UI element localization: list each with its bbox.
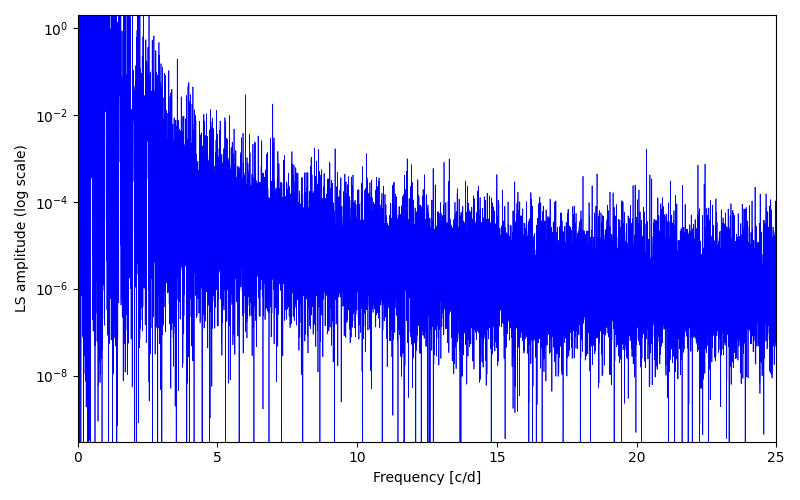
Y-axis label: LS amplitude (log scale): LS amplitude (log scale)	[15, 144, 29, 312]
X-axis label: Frequency [c/d]: Frequency [c/d]	[373, 471, 481, 485]
